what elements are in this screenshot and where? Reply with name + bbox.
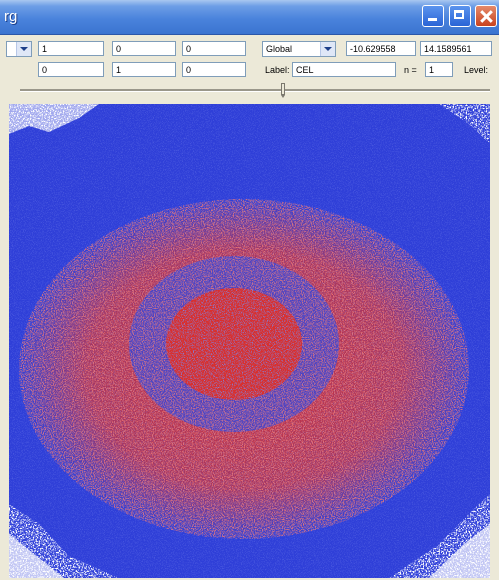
chevron-down-icon xyxy=(16,42,31,56)
minimize-icon[interactable] xyxy=(422,5,444,27)
chevron-down-icon xyxy=(320,42,335,56)
space-select-value: Global xyxy=(266,44,293,54)
slice-slider-thumb[interactable] xyxy=(281,83,286,98)
coordinate-x-field[interactable]: -10.629558 xyxy=(346,41,416,56)
space-select[interactable]: Global xyxy=(262,41,336,57)
label-caption: Label: xyxy=(265,65,290,75)
slice-slider-track[interactable] xyxy=(20,89,490,92)
maximize-icon[interactable] xyxy=(449,5,471,27)
matrix-field-r1c3[interactable]: 0 xyxy=(182,41,246,56)
noise-bottom-right-fill xyxy=(429,524,490,578)
matrix-field-r2c2[interactable]: 1 xyxy=(112,62,176,77)
noise-top-left-fill xyxy=(9,104,99,134)
n-caption: n = xyxy=(404,65,417,75)
n-input[interactable]: 1 xyxy=(425,62,453,77)
global-blue-speckle xyxy=(9,104,490,578)
window-frame-right xyxy=(490,104,499,580)
row-selector-dropdown[interactable] xyxy=(6,41,32,57)
cluster-image-view[interactable] xyxy=(9,104,490,578)
matrix-field-r1c2[interactable]: 0 xyxy=(112,41,176,56)
title-bar[interactable]: rg xyxy=(0,0,499,35)
window-frame-left xyxy=(0,104,9,580)
coordinate-y-field[interactable]: 14.1589561 xyxy=(420,41,492,56)
close-icon[interactable] xyxy=(475,5,497,27)
noise-top-right xyxy=(439,104,490,144)
window-title: rg xyxy=(4,8,18,25)
matrix-field-r2c1[interactable]: 0 xyxy=(38,62,104,77)
window-frame-bottom xyxy=(0,578,499,580)
cluster-map xyxy=(9,104,490,578)
label-input[interactable]: CEL xyxy=(292,62,396,77)
level-caption: Level: xyxy=(464,65,489,75)
toolbar: 1 0 0 Global -10.629558 14.1589561 0 1 0… xyxy=(0,35,499,105)
matrix-field-r2c3[interactable]: 0 xyxy=(182,62,246,77)
matrix-field-r1c1[interactable]: 1 xyxy=(38,41,104,56)
noise-bottom-left-fill xyxy=(9,534,64,578)
